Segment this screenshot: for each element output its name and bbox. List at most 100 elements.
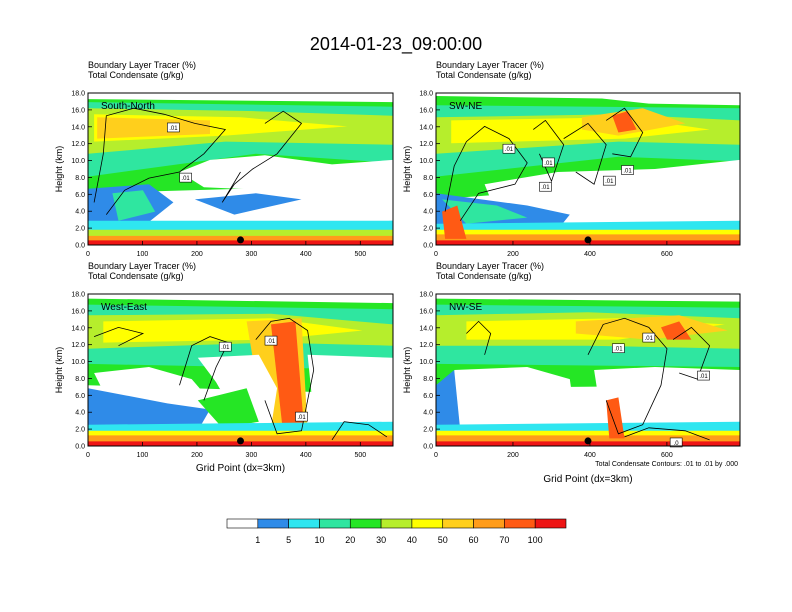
y-tick-label: 2.0 (75, 427, 85, 434)
contour-label: .01 (267, 339, 276, 345)
y-tick-label: 4.0 (423, 209, 433, 216)
colorbar-swatch (411, 518, 444, 529)
condensate-contour (466, 320, 492, 355)
tracer-region (606, 397, 625, 439)
contour-label-box (218, 341, 232, 352)
contour-label-box (502, 143, 516, 154)
panel-label-line-2: Total Condensate (g/kg) (88, 70, 184, 80)
y-tick-label: 8.0 (75, 175, 85, 182)
tracer-region (436, 220, 740, 233)
contour-label-box (642, 332, 656, 343)
contour-label-box (167, 122, 180, 133)
y-tick-label: 8.0 (423, 175, 433, 182)
condensate-contour (93, 107, 227, 215)
x-tick-label: 600 (661, 452, 673, 459)
plot-frame (87, 293, 394, 447)
tracer-region (484, 159, 740, 224)
y-tick-label: 4.0 (423, 410, 433, 417)
contour-label: .0 (674, 441, 680, 447)
x-tick-label: 400 (300, 251, 312, 258)
colorbar-swatch (473, 518, 505, 529)
panel-label-line-1: Boundary Layer Tracer (%) (436, 60, 544, 70)
condensate-contour (672, 326, 711, 380)
condensate-contour (93, 326, 145, 347)
x-tick-label: 200 (191, 452, 203, 459)
y-tick-label: 18.0 (71, 292, 85, 299)
tracer-region (97, 117, 210, 139)
y-tick-label: 10.0 (71, 158, 85, 165)
panel-label-line-2: Total Condensate (g/kg) (88, 271, 184, 281)
panel-label-line-1: Boundary Layer Tracer (%) (88, 261, 196, 271)
colorbar-label: 1 (255, 535, 260, 545)
x-tick-label: 100 (137, 251, 149, 258)
y-tick-label: 6.0 (423, 393, 433, 400)
contour-label: .01 (221, 345, 230, 351)
tracer-field (88, 294, 393, 446)
cross-section-label: NW-SE (449, 302, 482, 313)
colorbar-label: 50 (438, 535, 448, 545)
cross-section-label: South-North (101, 101, 155, 112)
y-tick-label: 12.0 (419, 342, 433, 349)
tracer-region (194, 193, 302, 215)
panel-label-line-2: Total Condensate (g/kg) (436, 271, 532, 281)
contour-footnote: Total Condensate Contours: .01 to .01 by… (595, 461, 738, 468)
location-marker (584, 236, 592, 244)
condensate-contour (605, 107, 644, 158)
y-tick-label: 18.0 (419, 292, 433, 299)
x-tick-label: 400 (300, 452, 312, 459)
contour-label-box (602, 175, 616, 186)
tracer-region (612, 111, 637, 133)
x-tick-label: 200 (507, 452, 519, 459)
tracer-region (442, 199, 528, 224)
panel-sw-ne: Boundary Layer Tracer (%)Total Condensat… (402, 60, 741, 258)
x-tick-label: 400 (584, 452, 596, 459)
y-tick-label: 10.0 (71, 359, 85, 366)
y-tick-label: 12.0 (419, 141, 433, 148)
y-tick-label: 10.0 (419, 359, 433, 366)
y-axis-label: Height (km) (54, 146, 64, 193)
x-tick-label: 200 (507, 251, 519, 258)
contour-label: .01 (605, 179, 614, 185)
y-tick-label: 12.0 (71, 141, 85, 148)
panel-label-line-1: Boundary Layer Tracer (%) (436, 261, 544, 271)
x-tick-label: 0 (86, 251, 90, 258)
colorbar-swatch (380, 518, 413, 529)
colorbar-label: 5 (286, 535, 291, 545)
cross-section-label: SW-NE (449, 101, 482, 112)
tracer-region (112, 190, 156, 221)
y-tick-label: 6.0 (75, 393, 85, 400)
tracer-region (179, 155, 393, 198)
colorbar-label: 10 (314, 535, 324, 545)
colorbar-label: 100 (528, 535, 543, 545)
tracer-region (252, 202, 339, 218)
plot-frame (435, 293, 741, 447)
x-tick-label: 200 (191, 251, 203, 258)
y-tick-label: 2.0 (75, 226, 85, 233)
y-axis-label: Height (km) (54, 347, 64, 394)
colorbar-legend: 1 5 10 20 30 40 50 60 70 100 (226, 518, 567, 545)
x-tick-label: 300 (246, 452, 258, 459)
colorbar-swatch (349, 518, 382, 529)
y-tick-label: 8.0 (423, 376, 433, 383)
y-tick-label: 0.0 (423, 444, 433, 451)
tracer-region (594, 367, 740, 428)
y-tick-label: 18.0 (71, 91, 85, 98)
condensate-contour (179, 336, 229, 401)
contour-label: .01 (181, 176, 190, 182)
tracer-region (661, 321, 692, 340)
y-tick-label: 2.0 (423, 427, 433, 434)
colorbar-swatch (534, 518, 567, 529)
condensate-contour (221, 110, 303, 203)
colorbar-label: 40 (407, 535, 417, 545)
y-tick-label: 2.0 (423, 226, 433, 233)
colorbar-swatch (257, 518, 289, 529)
y-tick-label: 4.0 (75, 410, 85, 417)
y-tick-label: 4.0 (75, 209, 85, 216)
x-tick-label: 500 (354, 251, 366, 258)
y-tick-label: 0.0 (75, 444, 85, 451)
tracer-region (88, 229, 393, 238)
contour-label-box (295, 411, 308, 422)
tracer-region (451, 367, 576, 428)
y-tick-label: 14.0 (71, 325, 85, 332)
